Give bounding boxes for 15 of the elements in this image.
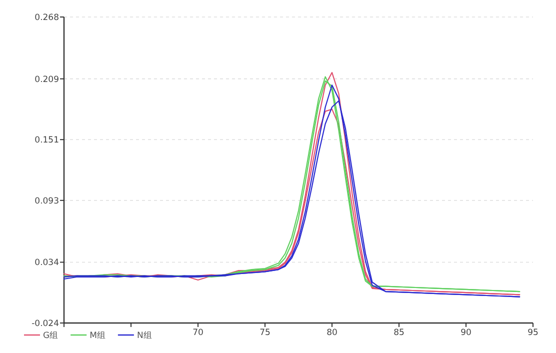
legend-label: G组 (43, 330, 59, 341)
legend-label: N组 (136, 330, 152, 341)
y-tick-label: 0.151 (34, 136, 59, 146)
x-tick-label: 80 (326, 328, 338, 338)
x-tick-label: 75 (260, 328, 270, 338)
y-tick-label: 0.209 (34, 74, 59, 85)
y-tick-label: 0.093 (34, 196, 59, 206)
y-tick-label: 0.268 (34, 13, 59, 23)
y-tick-label: 0.034 (34, 258, 59, 268)
x-tick-label: 90 (460, 328, 472, 338)
y-tick-label: -0.024 (32, 319, 59, 329)
legend-label: M组 (90, 330, 106, 341)
x-tick-label: 85 (394, 328, 404, 338)
x-tick-label: 70 (192, 328, 204, 338)
x-tick-label: 95 (528, 328, 538, 338)
